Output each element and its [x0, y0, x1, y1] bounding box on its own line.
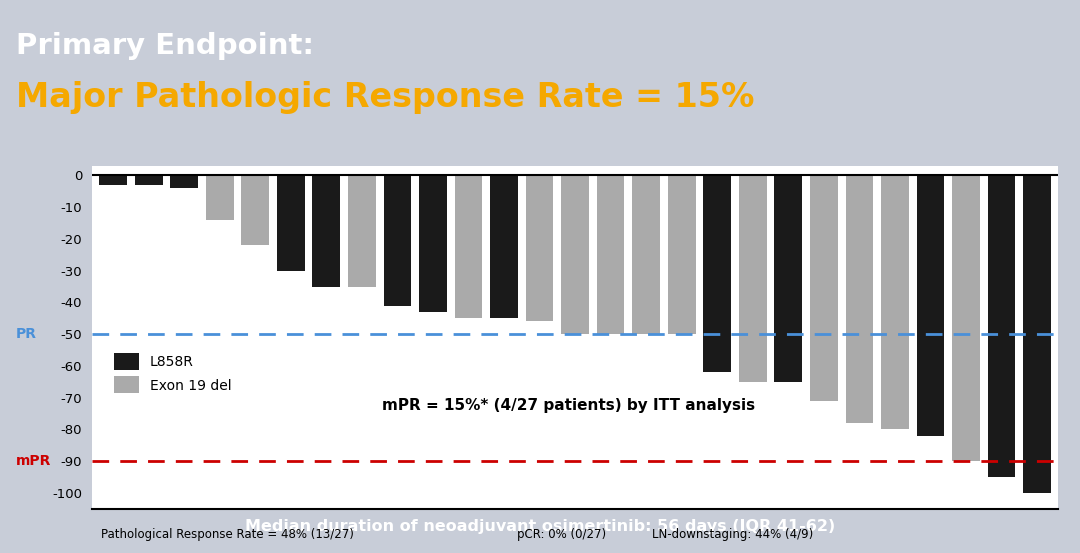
Legend: L858R, Exon 19 del: L858R, Exon 19 del [108, 347, 238, 399]
Bar [276, 175, 305, 270]
Bar [988, 175, 1015, 477]
Bar [490, 175, 518, 319]
Bar [953, 175, 980, 461]
Bar [242, 175, 269, 246]
Bar [917, 175, 944, 436]
Text: pCR: 0% (0/27): pCR: 0% (0/27) [517, 528, 606, 541]
Bar [597, 175, 624, 334]
Bar [312, 175, 340, 286]
Text: Median duration of neoadjuvant osimertinib: 56 days (IQR 41-62): Median duration of neoadjuvant osimertin… [245, 519, 835, 534]
Bar [881, 175, 908, 429]
Bar [171, 175, 198, 188]
Bar [383, 175, 411, 306]
Bar [348, 175, 376, 286]
Bar [667, 175, 696, 334]
Text: mPR = 15%* (4/27 patients) by ITT analysis: mPR = 15%* (4/27 patients) by ITT analys… [382, 398, 755, 414]
Bar [206, 175, 233, 220]
Bar [419, 175, 447, 312]
Bar [774, 175, 802, 382]
Bar [846, 175, 874, 423]
Bar [1023, 175, 1051, 493]
Bar [135, 175, 162, 185]
Bar [810, 175, 838, 401]
Bar [562, 175, 589, 334]
Bar [455, 175, 483, 319]
Bar [703, 175, 731, 372]
Text: Major Pathologic Response Rate = 15%: Major Pathologic Response Rate = 15% [16, 81, 755, 113]
Bar [632, 175, 660, 334]
Bar [99, 175, 127, 185]
Bar [526, 175, 553, 321]
Text: Pathological Response Rate = 48% (13/27): Pathological Response Rate = 48% (13/27) [102, 528, 354, 541]
Text: LN-downstaging: 44% (4/9): LN-downstaging: 44% (4/9) [652, 528, 813, 541]
Text: PR: PR [16, 327, 37, 341]
Text: Primary Endpoint:: Primary Endpoint: [16, 33, 314, 60]
Text: mPR: mPR [16, 454, 52, 468]
Bar [739, 175, 767, 382]
